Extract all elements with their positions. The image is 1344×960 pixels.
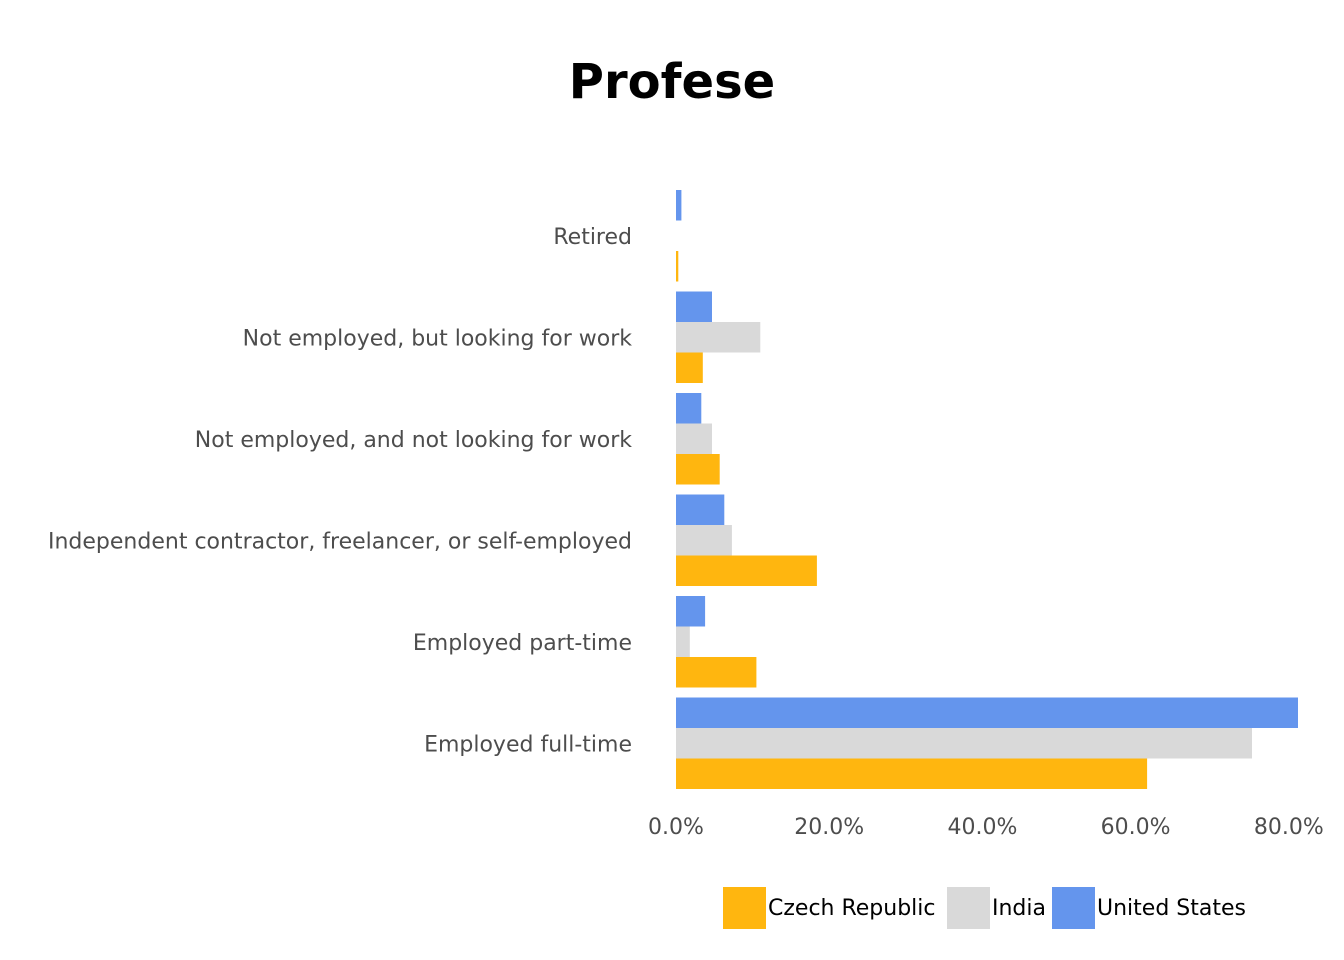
x-tick-label: 0.0%: [648, 815, 704, 840]
bar-united-states-not-employed-and-not-looking-for-work: [676, 393, 702, 424]
x-tick-label: 40.0%: [947, 815, 1017, 840]
bar-india-not-employed-and-not-looking-for-work: [676, 423, 712, 454]
bar-czech-republic-not-employed-but-looking-for-work: [676, 352, 703, 383]
bar-czech-republic-retired: [676, 251, 679, 282]
bar-india-employed-part-time: [676, 626, 690, 657]
bar-united-states-retired: [676, 190, 682, 221]
bars-group: [676, 190, 1298, 789]
legend-swatch: [1052, 887, 1095, 929]
bar-czech-republic-independent-contractor-freelancer-or-self-employed: [676, 555, 817, 586]
legend-label: India: [992, 896, 1046, 921]
bar-united-states-independent-contractor-freelancer-or-self-employed: [676, 494, 725, 525]
x-tick-label: 80.0%: [1254, 815, 1324, 840]
bar-united-states-employed-full-time: [676, 697, 1298, 728]
bar-india-not-employed-but-looking-for-work: [676, 322, 761, 353]
x-axis-ticks: 0.0% 20.0% 40.0% 60.0% 80.0%: [648, 815, 1324, 840]
bar-united-states-not-employed-but-looking-for-work: [676, 291, 712, 322]
chart-title: Profese: [569, 54, 775, 110]
x-tick-label: 20.0%: [794, 815, 864, 840]
legend-label: Czech Republic: [768, 896, 936, 921]
bar-czech-republic-employed-part-time: [676, 657, 757, 688]
category-label: Employed part-time: [413, 631, 632, 656]
legend-item-czech-republic: Czech Republic: [723, 887, 936, 929]
bar-india-independent-contractor-freelancer-or-self-employed: [676, 525, 732, 556]
category-label: Employed full-time: [424, 732, 632, 757]
bar-czech-republic-not-employed-and-not-looking-for-work: [676, 454, 720, 485]
legend-swatch: [947, 887, 990, 929]
category-label: Not employed, and not looking for work: [195, 428, 632, 453]
legend-item-india: India: [947, 887, 1046, 929]
bar-czech-republic-employed-full-time: [676, 758, 1148, 789]
category-label: Not employed, but looking for work: [243, 326, 633, 351]
legend-label: United States: [1097, 896, 1246, 921]
bar-united-states-employed-part-time: [676, 596, 706, 627]
category-label: Retired: [553, 225, 632, 250]
legend-item-united-states: United States: [1052, 887, 1246, 929]
legend-swatch: [723, 887, 766, 929]
legend: Czech Republic India United States: [723, 887, 1246, 929]
x-tick-label: 60.0%: [1101, 815, 1171, 840]
category-labels: Retired Not employed, but looking for wor…: [48, 225, 633, 757]
bar-india-employed-full-time: [676, 728, 1252, 759]
category-label: Independent contractor, freelancer, or s…: [48, 529, 632, 554]
